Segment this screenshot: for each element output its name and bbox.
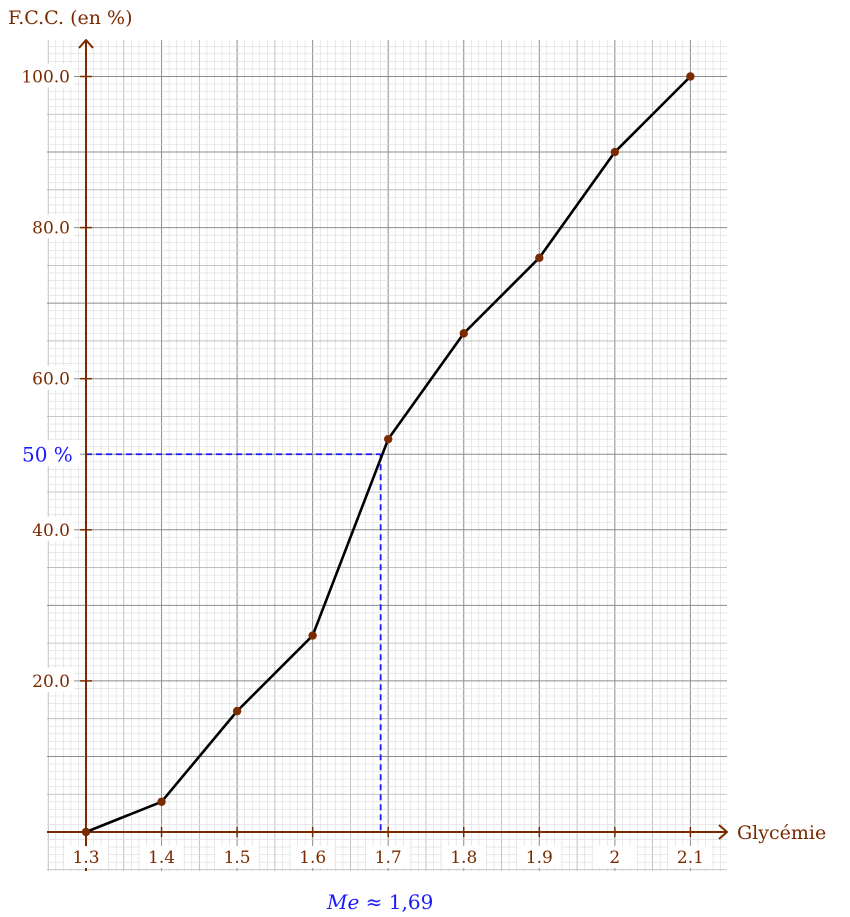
median-symbol: Me <box>326 890 359 914</box>
x-tick-label: 1.4 <box>148 848 175 868</box>
y-tick-label: 100.0 <box>21 68 70 88</box>
x-axis-title: Glycémie <box>737 822 826 844</box>
data-point <box>232 706 242 716</box>
data-series <box>81 72 695 837</box>
x-tick-label-background <box>366 846 411 868</box>
data-point <box>308 631 317 640</box>
y-axis-arrow <box>78 39 94 49</box>
grid <box>47 40 727 871</box>
x-tick-label-background <box>290 846 335 868</box>
data-point <box>535 253 544 263</box>
x-tick-label: 2 <box>609 848 620 868</box>
x-tick-label: 2.1 <box>677 848 704 868</box>
median-reference-lines <box>86 453 382 832</box>
y-tick-label: 60.0 <box>32 370 70 390</box>
data-point <box>157 797 166 806</box>
y-tick-label-background <box>22 365 74 390</box>
median-value: ≈ 1,69 <box>359 890 433 914</box>
y-tick-label-background <box>22 667 74 692</box>
x-tick-label-background <box>64 846 108 868</box>
x-tick-label-background <box>517 846 562 868</box>
y-tick-label-background <box>22 214 74 239</box>
x-tick-label-background <box>441 846 486 868</box>
y-axis-title: F.C.C. (en %) <box>8 7 133 29</box>
median-y-label-background <box>14 440 80 467</box>
data-point <box>459 329 468 338</box>
x-axis-arrow <box>718 824 728 840</box>
x-tick-label-background <box>215 846 260 868</box>
x-tick-label: 1.9 <box>526 848 553 868</box>
x-tick-label-background <box>668 846 713 868</box>
median-y-label: 50 % <box>22 442 73 466</box>
data-point <box>384 434 393 444</box>
data-point <box>81 827 91 837</box>
y-tick-label: 80.0 <box>32 219 70 239</box>
y-tick-label-background <box>22 516 74 541</box>
x-tick-label-background <box>592 846 637 868</box>
x-tick-label: 1.3 <box>72 848 99 868</box>
axes <box>47 39 728 871</box>
x-tick-label: 1.5 <box>224 848 251 868</box>
y-tick-label: 40.0 <box>32 521 70 541</box>
tick-labels: 1.3 1.4 1.5 1.6 1.7 1.8 1.9 2 2.1 20.0 40.0 60.0 80.… <box>8 7 826 914</box>
x-tick-label: 1.8 <box>450 848 477 868</box>
x-tick-label: 1.6 <box>299 848 326 868</box>
data-point <box>610 147 620 157</box>
x-tick-label-background <box>139 846 184 868</box>
y-tick-label: 20.0 <box>32 672 70 692</box>
y-tick-label-background <box>22 63 74 88</box>
median-x-label: Me ≈ 1,69 <box>326 890 433 914</box>
x-tick-label: 1.7 <box>375 848 402 868</box>
data-point <box>686 72 695 81</box>
